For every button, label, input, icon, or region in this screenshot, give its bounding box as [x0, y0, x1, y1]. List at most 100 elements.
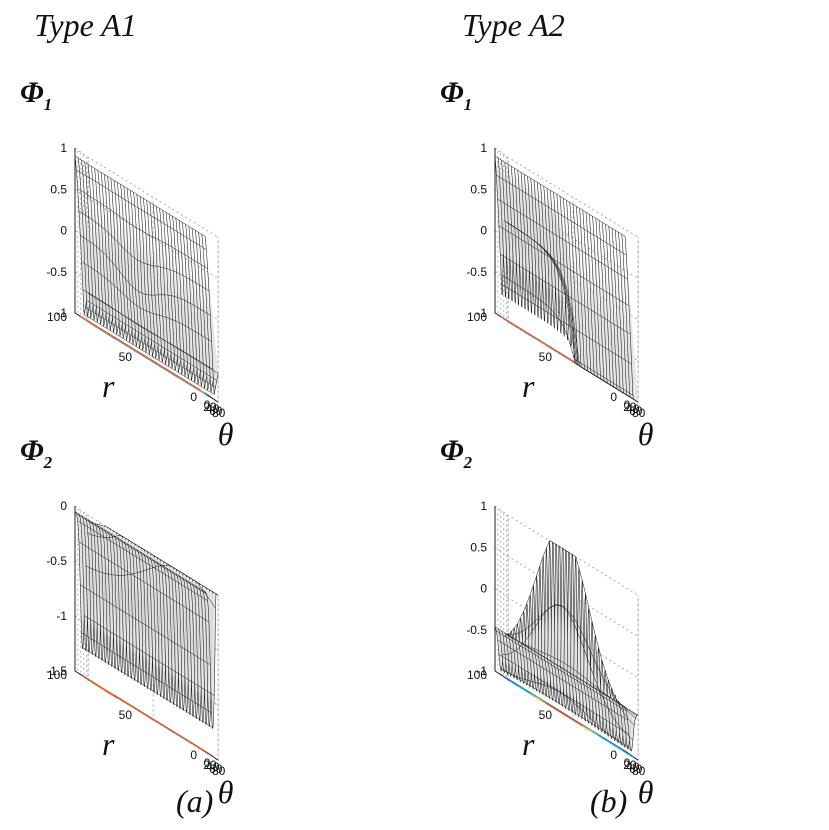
grid-line	[494, 546, 639, 637]
r-tick-label: 0	[610, 390, 617, 404]
mesh-line	[498, 225, 630, 306]
floor-contours	[502, 675, 634, 758]
mesh-line	[505, 604, 636, 719]
r-tick-label: 0	[610, 748, 617, 762]
mesh-line	[82, 647, 214, 728]
theta-tick-label: 20	[203, 400, 217, 414]
mesh-line	[77, 188, 208, 269]
theta-tick-label: 60	[209, 762, 223, 776]
r-tick-label: 50	[119, 350, 133, 364]
mesh-line	[88, 521, 219, 596]
z-tick-label: 1	[480, 499, 487, 513]
r-axis-label: r	[522, 726, 535, 762]
theta-tick-label: 80	[632, 764, 646, 778]
z-tick-label: -0.5	[46, 265, 67, 279]
mesh-line	[80, 584, 211, 666]
z-tick-label: -0.5	[466, 265, 487, 279]
grid-line	[494, 147, 639, 238]
z-tick-label: 1	[480, 141, 487, 155]
r-tick-label: 100	[467, 310, 487, 324]
theta-tick-label: 20	[623, 758, 637, 772]
mesh-line	[78, 541, 210, 623]
mesh-line	[77, 520, 208, 601]
panel-phi-subscript: 1	[44, 95, 53, 114]
mesh-line	[501, 283, 632, 365]
theta-tick-label: 80	[212, 764, 226, 778]
theta-tick-label: 0	[204, 398, 211, 412]
caption-b: (b)	[590, 783, 627, 819]
r-tick-label: 100	[467, 668, 487, 682]
z-tick-label: -1	[56, 609, 67, 623]
z-tick-label: 0.5	[50, 182, 67, 196]
mesh-line	[496, 174, 627, 256]
theta-tick-label: 80	[632, 406, 646, 420]
mesh-line	[494, 156, 626, 237]
floor-contours	[80, 315, 211, 398]
mesh-line	[84, 314, 215, 395]
mesh-line	[498, 654, 630, 735]
r-tick-label: 50	[119, 708, 133, 722]
surface-mesh	[494, 540, 639, 752]
mesh-line	[76, 169, 207, 250]
r-tick-label: 100	[47, 668, 67, 682]
mesh-line	[502, 275, 634, 396]
z-tick-label: 0	[480, 224, 487, 238]
theta-tick-label: 20	[203, 758, 217, 772]
z-tick-label: 1	[60, 141, 67, 155]
z-tick-label: -0.5	[46, 554, 67, 568]
panel-phi-title: Φ1	[440, 76, 472, 114]
r-tick-label: 50	[539, 350, 553, 364]
contour-line	[545, 702, 583, 726]
column-title-a1: Type A1	[34, 7, 137, 43]
mesh-line	[508, 635, 639, 716]
z-tick-label: 0	[480, 582, 487, 596]
panel-phi-title: Φ2	[20, 434, 53, 472]
z-tick-label: 0.5	[470, 540, 487, 554]
theta-tick-label: 0	[624, 398, 631, 412]
panel-phi-subscript: 1	[464, 95, 473, 114]
panel-phi-subscript: 2	[463, 453, 473, 472]
mesh-line	[82, 289, 214, 370]
mesh-line	[501, 669, 632, 751]
mesh-line	[85, 307, 216, 388]
r-tick-label: 50	[539, 708, 553, 722]
z-tick-label: -1	[56, 306, 67, 320]
theta-tick-label: 0	[624, 756, 631, 770]
r-tick-label: 0	[190, 748, 197, 762]
caption-a: (a)	[176, 783, 213, 819]
panel-phi-title: Φ2	[440, 434, 473, 472]
z-tick-label: 0.5	[470, 182, 487, 196]
mesh-line	[88, 293, 219, 374]
contour-line	[82, 675, 211, 756]
surface-mesh	[74, 511, 219, 730]
theta-axis-label: θ	[638, 774, 654, 810]
theta-tick-label: 40	[626, 402, 640, 416]
theta-tick-label: 80	[212, 406, 226, 420]
theta-tick-label: 0	[204, 756, 211, 770]
floor-contours	[82, 675, 211, 756]
r-tick-label: 100	[47, 310, 67, 324]
theta-tick-label: 40	[206, 402, 220, 416]
theta-tick-label: 60	[629, 404, 643, 418]
theta-axis-label: θ	[218, 774, 234, 810]
theta-axis-label: θ	[218, 416, 234, 452]
mesh-line	[497, 639, 628, 721]
theta-tick-label: 20	[623, 400, 637, 414]
mesh-line	[74, 511, 206, 592]
r-tick-label: 0	[190, 390, 197, 404]
mesh-line	[84, 615, 215, 696]
mesh-line	[500, 254, 631, 335]
mesh-line	[502, 604, 634, 741]
column-title-a2: Type A2	[462, 7, 565, 43]
r-axis-label: r	[522, 368, 535, 404]
mesh-line	[78, 210, 210, 292]
mesh-line	[81, 632, 212, 714]
mesh-line	[81, 261, 212, 342]
panel-phi-title: Φ1	[20, 76, 52, 114]
floor-contours	[500, 315, 628, 396]
z-tick-label: -1.5	[46, 664, 67, 678]
